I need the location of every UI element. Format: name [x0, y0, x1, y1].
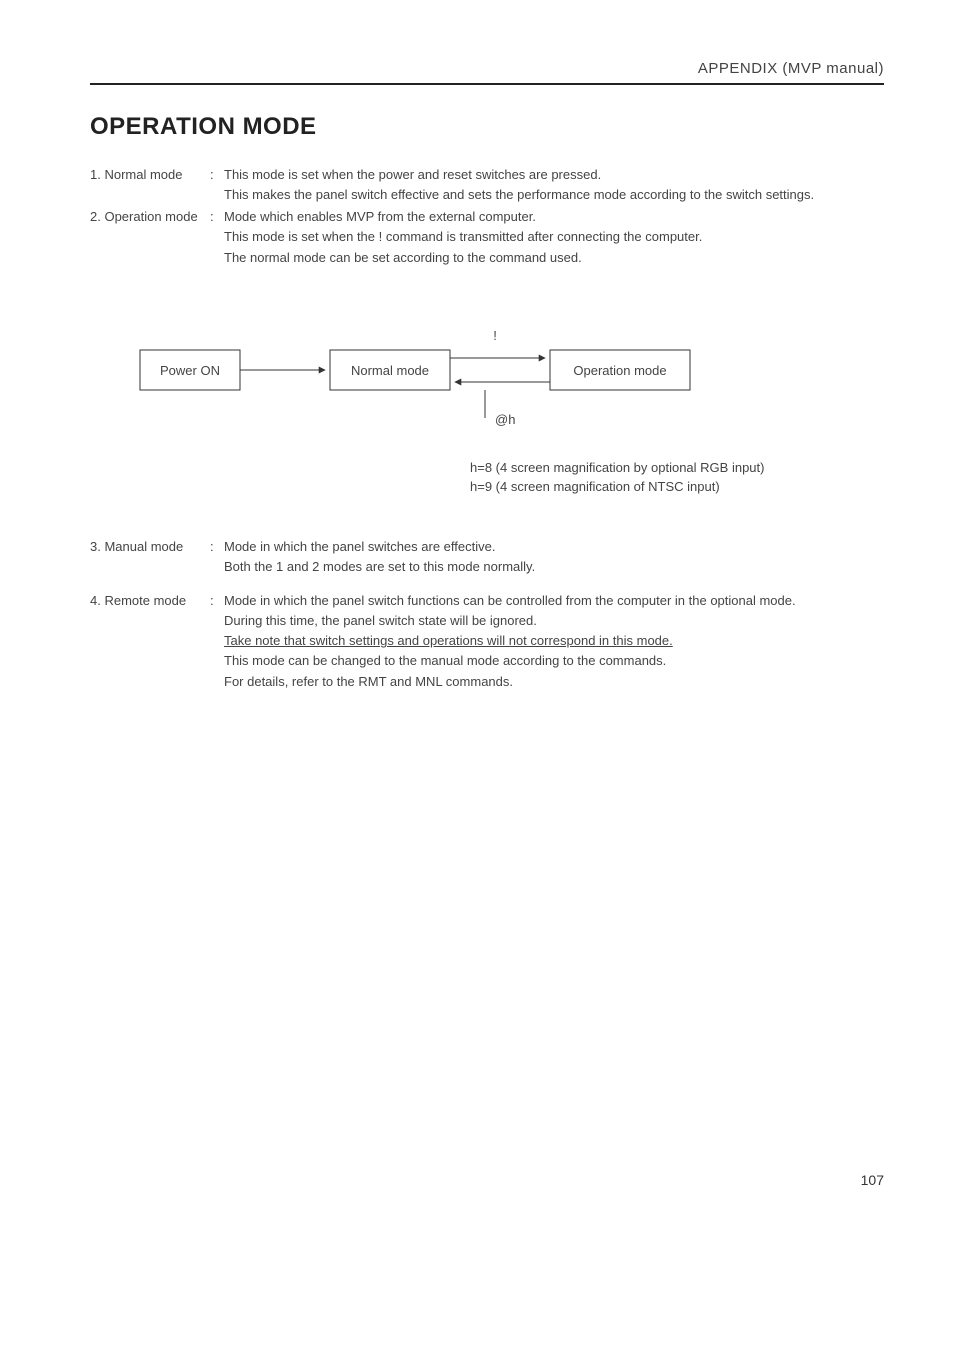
mode-manual-text2: Both the 1 and 2 modes are set to this m… — [224, 559, 535, 574]
colon: : — [210, 165, 224, 205]
mode-operation-text1: Mode which enables MVP from the external… — [224, 209, 536, 224]
header-rule — [90, 83, 884, 85]
diagram-label-bang: ! — [493, 328, 497, 343]
colon: : — [210, 537, 224, 577]
mode-operation-text3: The normal mode can be set according to … — [224, 250, 582, 265]
mode-remote-text4: This mode can be changed to the manual m… — [224, 653, 666, 668]
mode-remote-text5: For details, refer to the RMT and MNL co… — [224, 674, 513, 689]
diagram-box-normal: Normal mode — [351, 363, 429, 378]
mode-normal-text1: This mode is set when the power and rese… — [224, 167, 601, 182]
diagram-box-operation: Operation mode — [573, 363, 666, 378]
mode-normal: 1. Normal mode : This mode is set when t… — [90, 165, 884, 205]
mode-remote-text3: Take note that switch settings and opera… — [224, 633, 673, 648]
mode-normal-text2: This makes the panel switch effective an… — [224, 187, 814, 202]
mode-operation: 2. Operation mode : Mode which enables M… — [90, 207, 884, 267]
colon: : — [210, 207, 224, 267]
mode-remote-label: 4. Remote mode — [90, 591, 210, 692]
mode-operation-label: 2. Operation mode — [90, 207, 210, 267]
mode-diagram: Power ON Normal mode ! @h Operation mode… — [90, 310, 884, 497]
diagram-box-poweron: Power ON — [160, 363, 220, 378]
mode-manual-label: 3. Manual mode — [90, 537, 210, 577]
mode-operation-text2: This mode is set when the ! command is t… — [224, 229, 702, 244]
mode-manual-text1: Mode in which the panel switches are eff… — [224, 539, 495, 554]
colon: : — [210, 591, 224, 692]
mode-manual: 3. Manual mode : Mode in which the panel… — [90, 537, 884, 577]
page-number: 107 — [90, 1172, 884, 1188]
mode-remote: 4. Remote mode : Mode in which the panel… — [90, 591, 884, 692]
mode-normal-label: 1. Normal mode — [90, 165, 210, 205]
appendix-label: APPENDIX (MVP manual) — [90, 60, 884, 77]
diagram-caption-2: h=9 (4 screen magnification of NTSC inpu… — [470, 479, 720, 494]
diagram-label-ath: @h — [495, 412, 515, 427]
mode-remote-text2: During this time, the panel switch state… — [224, 613, 537, 628]
diagram-caption-1: h=8 (4 screen magnification by optional … — [470, 460, 764, 475]
mode-remote-text1: Mode in which the panel switch functions… — [224, 593, 796, 608]
page-title: OPERATION MODE — [90, 113, 884, 141]
